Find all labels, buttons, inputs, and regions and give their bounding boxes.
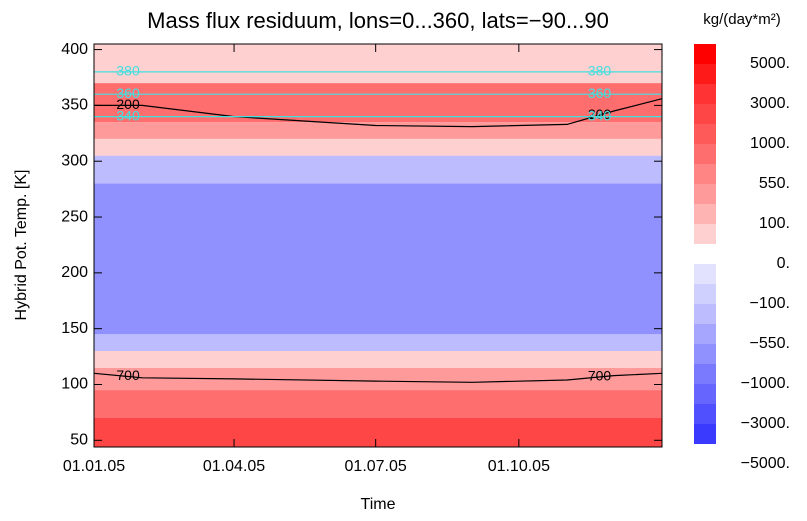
colorbar-swatch — [694, 344, 716, 364]
colorbar-swatch — [694, 304, 716, 324]
colorbar-swatch — [694, 384, 716, 404]
colorbar-label: 100. — [759, 215, 790, 232]
heatmap-cell — [94, 138, 662, 156]
contour-label: 360 — [116, 85, 140, 101]
heatmap-cell — [94, 83, 662, 123]
colorbar-swatch — [694, 104, 716, 124]
colorbar-swatch — [694, 224, 716, 244]
colorbar-swatch — [694, 264, 716, 284]
heatmap-cell — [94, 417, 662, 447]
colorbar-swatch — [694, 324, 716, 344]
x-tick-label: 01.01.05 — [63, 458, 125, 475]
contour-label: 200 — [116, 96, 140, 112]
heatmap-cell — [94, 183, 662, 335]
contour-label: 380 — [588, 63, 612, 79]
colorbar-label: −550. — [750, 335, 790, 352]
colorbar-label: −1000. — [741, 375, 790, 392]
colorbar-label: 0. — [777, 255, 790, 272]
colorbar-swatch — [694, 204, 716, 224]
colorbar-label: 1000. — [750, 135, 790, 152]
colorbar-swatch — [694, 184, 716, 204]
heatmap-cell — [94, 122, 662, 139]
y-tick-label: 400 — [61, 41, 88, 58]
colorbar-label: −100. — [750, 295, 790, 312]
heatmap-cell — [94, 390, 662, 418]
x-axis-label: Time — [361, 496, 396, 513]
colorbar-label: −3000. — [741, 415, 790, 432]
contour-label: 340 — [116, 107, 140, 123]
y-tick-label: 100 — [61, 376, 88, 393]
contour-label: 700 — [116, 367, 140, 383]
colorbar-swatch — [694, 244, 716, 264]
colorbar-swatch — [694, 284, 716, 304]
y-tick-label: 50 — [70, 432, 88, 449]
y-tick-label: 250 — [61, 208, 88, 225]
x-tick-label: 01.04.05 — [203, 458, 265, 475]
contour-line — [93, 372, 663, 383]
x-tick-label: 01.10.05 — [488, 458, 550, 475]
heatmap-cell — [94, 44, 662, 84]
heatmap-cell — [94, 367, 662, 391]
plot-frame — [93, 43, 663, 448]
y-tick-label: 300 — [61, 152, 88, 169]
heatmap-cell — [94, 155, 662, 184]
contour-label: 700 — [588, 368, 612, 384]
y-axis-label: Hybrid Pot. Temp. [K] — [13, 170, 30, 321]
colorbar-title: kg/(day*m²) — [703, 11, 781, 28]
heatmap-cell — [94, 350, 662, 368]
colorbar-swatch — [694, 64, 716, 84]
colorbar-swatch — [694, 44, 716, 64]
chart-title: Mass flux residuum, lons=0...360, lats=−… — [147, 8, 609, 33]
colorbar-swatch — [694, 84, 716, 104]
colorbar-swatch — [694, 144, 716, 164]
colorbar-swatch — [694, 424, 716, 444]
contour-label: 380 — [116, 63, 140, 79]
colorbar-swatch — [694, 124, 716, 144]
colorbar-label: −5000. — [741, 455, 790, 472]
heatmap-cell — [94, 334, 662, 351]
y-tick-label: 200 — [61, 264, 88, 281]
y-tick-label: 150 — [61, 320, 88, 337]
colorbar-label: 5000. — [750, 55, 790, 72]
contour-line — [94, 98, 663, 128]
colorbar-swatch — [694, 364, 716, 384]
contour-label: 360 — [588, 85, 612, 101]
y-tick-label: 350 — [61, 97, 88, 114]
colorbar-swatch — [694, 164, 716, 184]
colorbar-swatch — [694, 404, 716, 424]
colorbar-label: 550. — [759, 175, 790, 192]
colorbar-label: 3000. — [750, 95, 790, 112]
x-tick-label: 01.07.05 — [345, 458, 407, 475]
contour-label: 340 — [588, 107, 612, 123]
contour-label: 200 — [588, 106, 612, 122]
